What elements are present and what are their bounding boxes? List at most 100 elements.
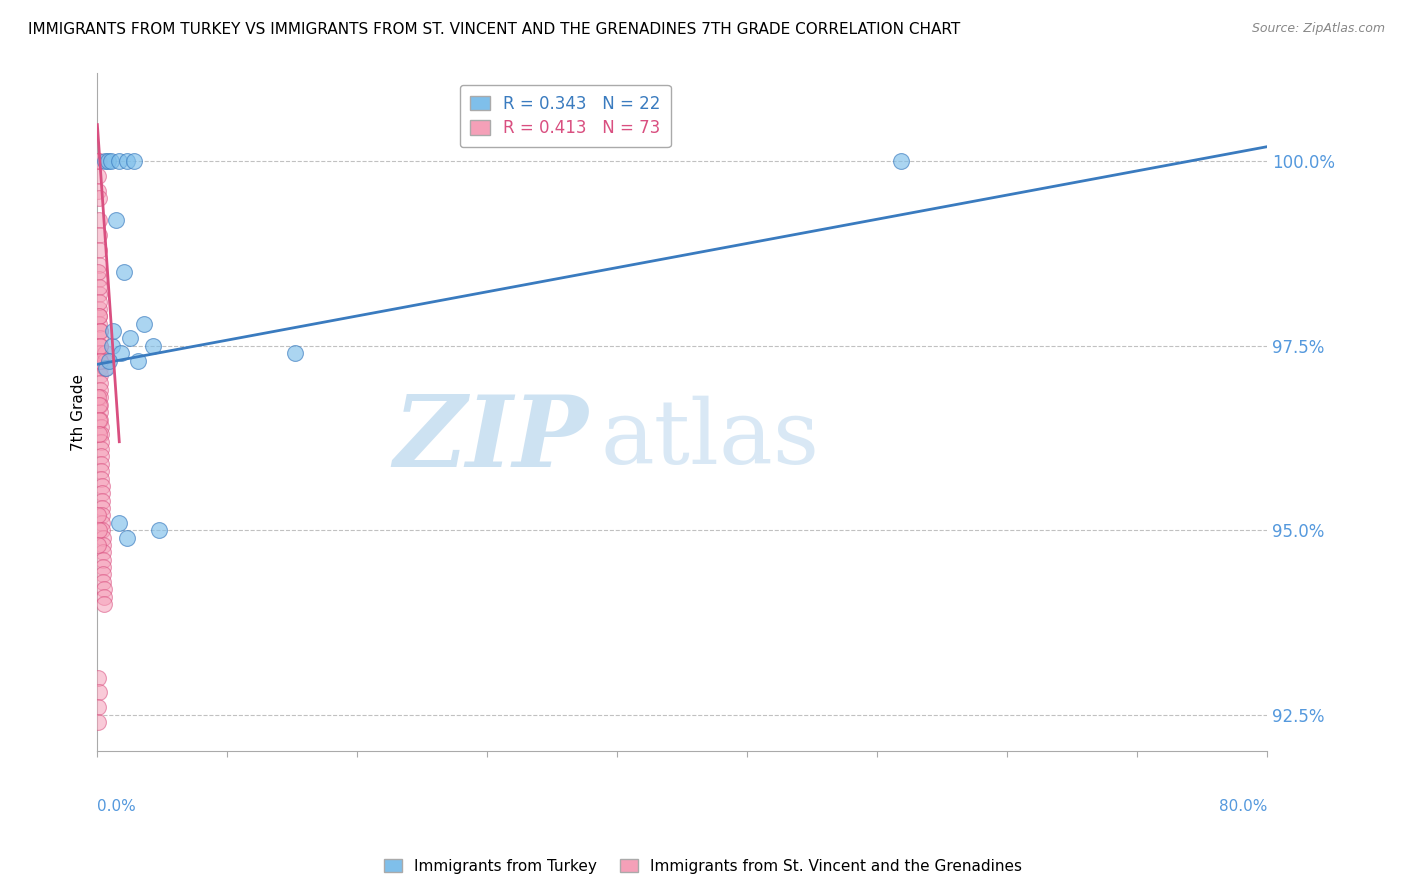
Point [93,582,115,597]
Point [87,685,110,699]
Point [87,243,110,257]
Point [87,412,110,426]
Point [90,486,112,500]
Point [148,523,170,537]
Text: 80.0%: 80.0% [1219,799,1267,814]
Point [87,301,110,316]
Point [89,353,111,368]
Point [89,339,111,353]
Point [122,154,145,169]
Point [89,324,111,338]
Point [87,191,110,205]
Point [103,324,125,338]
Point [87,272,110,286]
Point [87,213,110,227]
Point [89,324,111,338]
Point [87,280,110,294]
Point [101,339,124,353]
Point [90,457,112,471]
Point [91,553,114,567]
Point [87,391,110,405]
Point [87,294,110,309]
Point [87,700,110,714]
Point [87,523,110,537]
Point [108,154,131,169]
Point [87,154,110,169]
Point [115,154,138,169]
Point [87,310,110,324]
Point [93,567,115,582]
Point [93,361,115,376]
Point [87,287,110,301]
Point [284,346,307,360]
Point [87,671,110,685]
Point [87,154,110,169]
Point [89,376,111,390]
Point [90,442,112,456]
Point [91,508,114,523]
Point [89,412,111,426]
Point [142,339,165,353]
Point [89,339,111,353]
Point [91,523,114,537]
Point [90,479,112,493]
Legend: R = 0.343   N = 22, R = 0.413   N = 73: R = 0.343 N = 22, R = 0.413 N = 73 [460,85,671,147]
Point [93,590,115,604]
Point [87,714,110,729]
Point [93,154,115,169]
Point [89,361,111,376]
Point [90,493,112,508]
Point [115,531,138,545]
Point [100,154,122,169]
Point [91,531,114,545]
Point [91,560,114,574]
Text: Source: ZipAtlas.com: Source: ZipAtlas.com [1251,22,1385,36]
Text: 0.0%: 0.0% [97,799,136,814]
Point [90,434,112,449]
Point [90,472,112,486]
Point [87,508,110,523]
Point [87,169,110,184]
Point [89,353,111,368]
Point [89,346,111,360]
Point [87,184,110,198]
Point [90,420,112,434]
Point [90,464,112,478]
Y-axis label: 7th Grade: 7th Grade [72,374,86,450]
Point [93,346,115,360]
Point [108,516,131,530]
Text: atlas: atlas [600,396,820,483]
Point [93,597,115,611]
Point [89,405,111,419]
Point [112,265,135,279]
Point [98,353,121,368]
Point [87,265,110,279]
Point [118,331,141,345]
Point [89,368,111,383]
Point [91,538,114,552]
Point [105,213,128,227]
Point [87,317,110,331]
Point [90,450,112,464]
Text: ZIP: ZIP [394,391,589,488]
Point [127,353,149,368]
Point [890,154,912,169]
Point [89,391,111,405]
Point [87,258,110,272]
Point [90,427,112,442]
Point [87,228,110,243]
Point [87,427,110,442]
Point [89,398,111,412]
Point [91,545,114,559]
Point [89,331,111,345]
Point [93,574,115,589]
Point [87,310,110,324]
Text: IMMIGRANTS FROM TURKEY VS IMMIGRANTS FROM ST. VINCENT AND THE GRENADINES 7TH GRA: IMMIGRANTS FROM TURKEY VS IMMIGRANTS FRO… [28,22,960,37]
Point [91,501,114,516]
Point [93,353,115,368]
Point [134,317,156,331]
Point [94,361,117,376]
Point [87,398,110,412]
Point [87,538,110,552]
Legend: Immigrants from Turkey, Immigrants from St. Vincent and the Grenadines: Immigrants from Turkey, Immigrants from … [377,853,1029,880]
